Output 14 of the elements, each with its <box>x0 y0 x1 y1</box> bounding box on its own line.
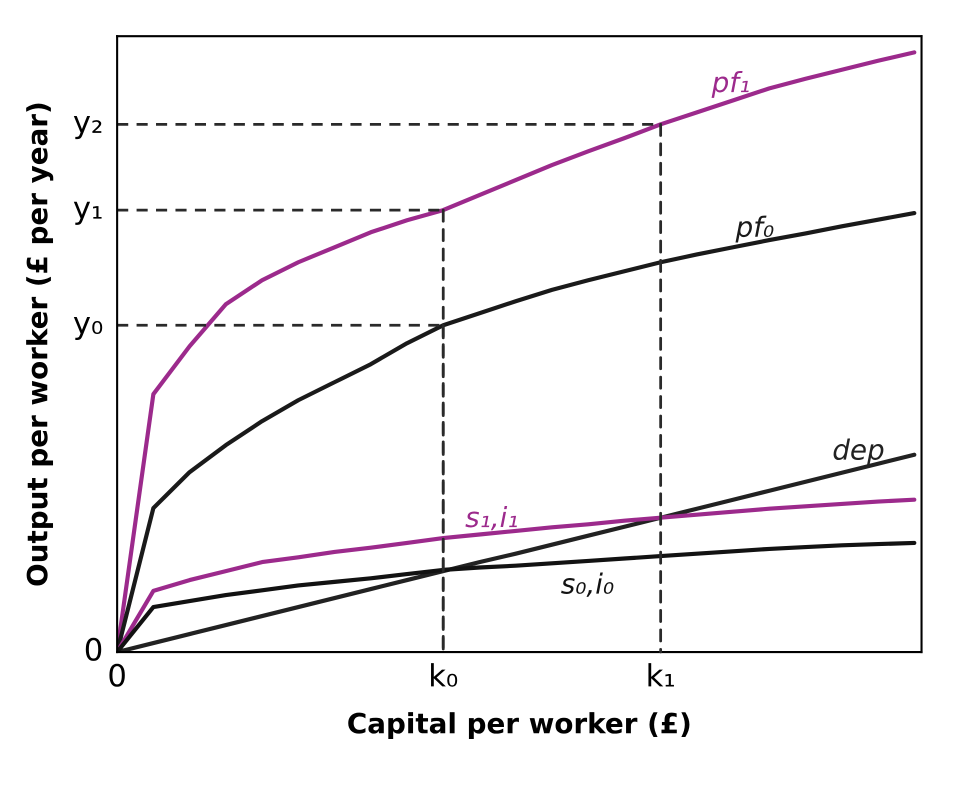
series-label: pf₁ <box>712 70 749 98</box>
text: y₂ <box>74 116 102 140</box>
x-tick-label: k₀ <box>431 663 458 687</box>
text: y₀ <box>74 316 102 340</box>
series-label: s₁,i₁ <box>465 506 517 530</box>
x-tick-label: k₁ <box>648 663 674 686</box>
y-axis-title: Output per worker (£ per year) <box>26 104 54 586</box>
series-label: pf₀ <box>736 216 774 242</box>
series-label: dep <box>834 438 884 466</box>
x-tick-label: 0 <box>109 664 125 687</box>
series-label: s₀,i₀ <box>561 572 614 597</box>
text: y₁ <box>74 202 102 225</box>
text: 0 <box>86 638 102 661</box>
x-axis-title: Capital per worker (£) <box>348 712 690 740</box>
